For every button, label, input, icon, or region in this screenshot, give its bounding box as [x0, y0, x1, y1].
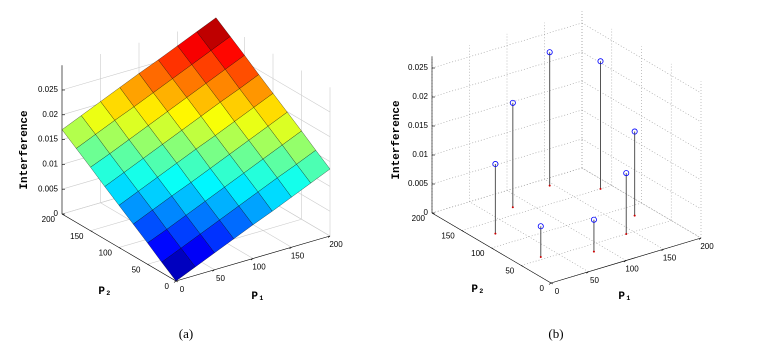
- surface-patch: [161, 247, 196, 282]
- z-tick-label: 0.005: [408, 179, 429, 188]
- stem-base: [592, 250, 595, 253]
- x-tick-label: 200: [700, 242, 714, 251]
- grid-line: [581, 138, 702, 210]
- grid-line: [581, 80, 702, 152]
- z-axis-label: Interference: [391, 100, 403, 180]
- x-tick-label: 150: [291, 251, 305, 260]
- grid-line: [431, 138, 583, 185]
- z-axis-label: Interference: [19, 110, 31, 190]
- x-tick: [173, 280, 177, 283]
- grid-line: [581, 109, 702, 181]
- z-tick-label: 0.02: [412, 92, 428, 101]
- x-tick-label: 200: [329, 240, 343, 249]
- y-tick-label: 150: [441, 232, 455, 241]
- z-tick-label: 0.02: [42, 110, 58, 119]
- stem-marker: [492, 161, 499, 168]
- stem-marker: [537, 223, 544, 230]
- x-tick: [661, 249, 664, 251]
- x-tick-label: 100: [252, 263, 266, 272]
- x-tick: [250, 258, 254, 261]
- x-tick: [289, 247, 292, 249]
- x-tick-label: 50: [216, 274, 225, 283]
- stem-marker: [597, 58, 604, 65]
- x-tick: [212, 269, 215, 272]
- stem-marker: [509, 99, 516, 106]
- caption: (b): [548, 326, 563, 341]
- z-tick-label: 0.025: [408, 63, 429, 72]
- stem-base: [494, 232, 497, 235]
- x-tick-label: 0: [555, 287, 560, 296]
- y-tick: [521, 265, 524, 267]
- z-tick-label: 0.015: [408, 121, 429, 130]
- stem-marker: [623, 170, 630, 177]
- stem-base: [625, 233, 628, 235]
- x-tick-label: 100: [625, 265, 639, 274]
- x-tick: [327, 235, 331, 238]
- z-tick-label: 0.01: [412, 150, 428, 159]
- stem-base: [539, 256, 542, 258]
- z-tick-label: 0.005: [38, 184, 59, 193]
- y-tick-label: 200: [412, 214, 426, 223]
- x-tick-label: 0: [180, 285, 185, 294]
- stem-base: [633, 214, 636, 217]
- y-axis-label: P₂: [471, 284, 484, 296]
- y-tick: [550, 282, 554, 285]
- y-axis-label: P₂: [98, 286, 111, 298]
- y-tick: [491, 247, 494, 250]
- x-tick-label: 150: [663, 253, 677, 262]
- z-tick-label: 0.025: [38, 85, 59, 94]
- grid-line: [431, 80, 583, 127]
- caption: (a): [179, 326, 193, 341]
- z-tick-label: 0: [424, 208, 429, 217]
- y-tick-label: 150: [70, 232, 84, 241]
- stem-base: [511, 206, 514, 209]
- x-tick: [623, 260, 627, 263]
- grid-line: [491, 202, 642, 249]
- x-tick: [586, 271, 589, 274]
- stem-marker: [631, 128, 638, 135]
- x-axis-label: P₁: [251, 291, 264, 303]
- y-tick: [90, 230, 93, 233]
- y-tick-label: 100: [471, 249, 485, 258]
- grid-line: [431, 51, 583, 98]
- grid-line: [431, 109, 583, 156]
- y-tick: [175, 280, 179, 283]
- z-tick-label: 0.015: [38, 135, 59, 144]
- x-tick-label: 50: [590, 276, 599, 285]
- stem-base: [599, 187, 602, 190]
- x-tick: [698, 237, 702, 240]
- y-tick-label: 50: [505, 267, 514, 276]
- x-tick: [548, 282, 552, 285]
- grid-line: [431, 167, 583, 214]
- grid-line: [581, 51, 702, 123]
- stem-base: [548, 184, 551, 187]
- y-tick: [147, 263, 150, 266]
- y-tick-label: 50: [132, 265, 141, 274]
- z-tick-label: 0.01: [42, 160, 58, 169]
- stem-marker: [546, 49, 553, 56]
- x-axis-label: P₁: [618, 291, 631, 303]
- y-tick-label: 0: [165, 282, 170, 291]
- grid-line: [581, 22, 702, 94]
- stem-marker: [590, 216, 597, 223]
- z-tick-label: 0: [54, 209, 59, 218]
- y-tick: [118, 247, 122, 249]
- y-tick-label: 0: [540, 284, 545, 293]
- y-tick-label: 100: [99, 249, 113, 258]
- grid-line: [521, 220, 672, 266]
- y-tick: [461, 230, 464, 232]
- y-tick-label: 200: [42, 215, 56, 224]
- grid-line: [461, 185, 612, 231]
- grid-line: [581, 167, 702, 239]
- grid-line: [431, 22, 583, 69]
